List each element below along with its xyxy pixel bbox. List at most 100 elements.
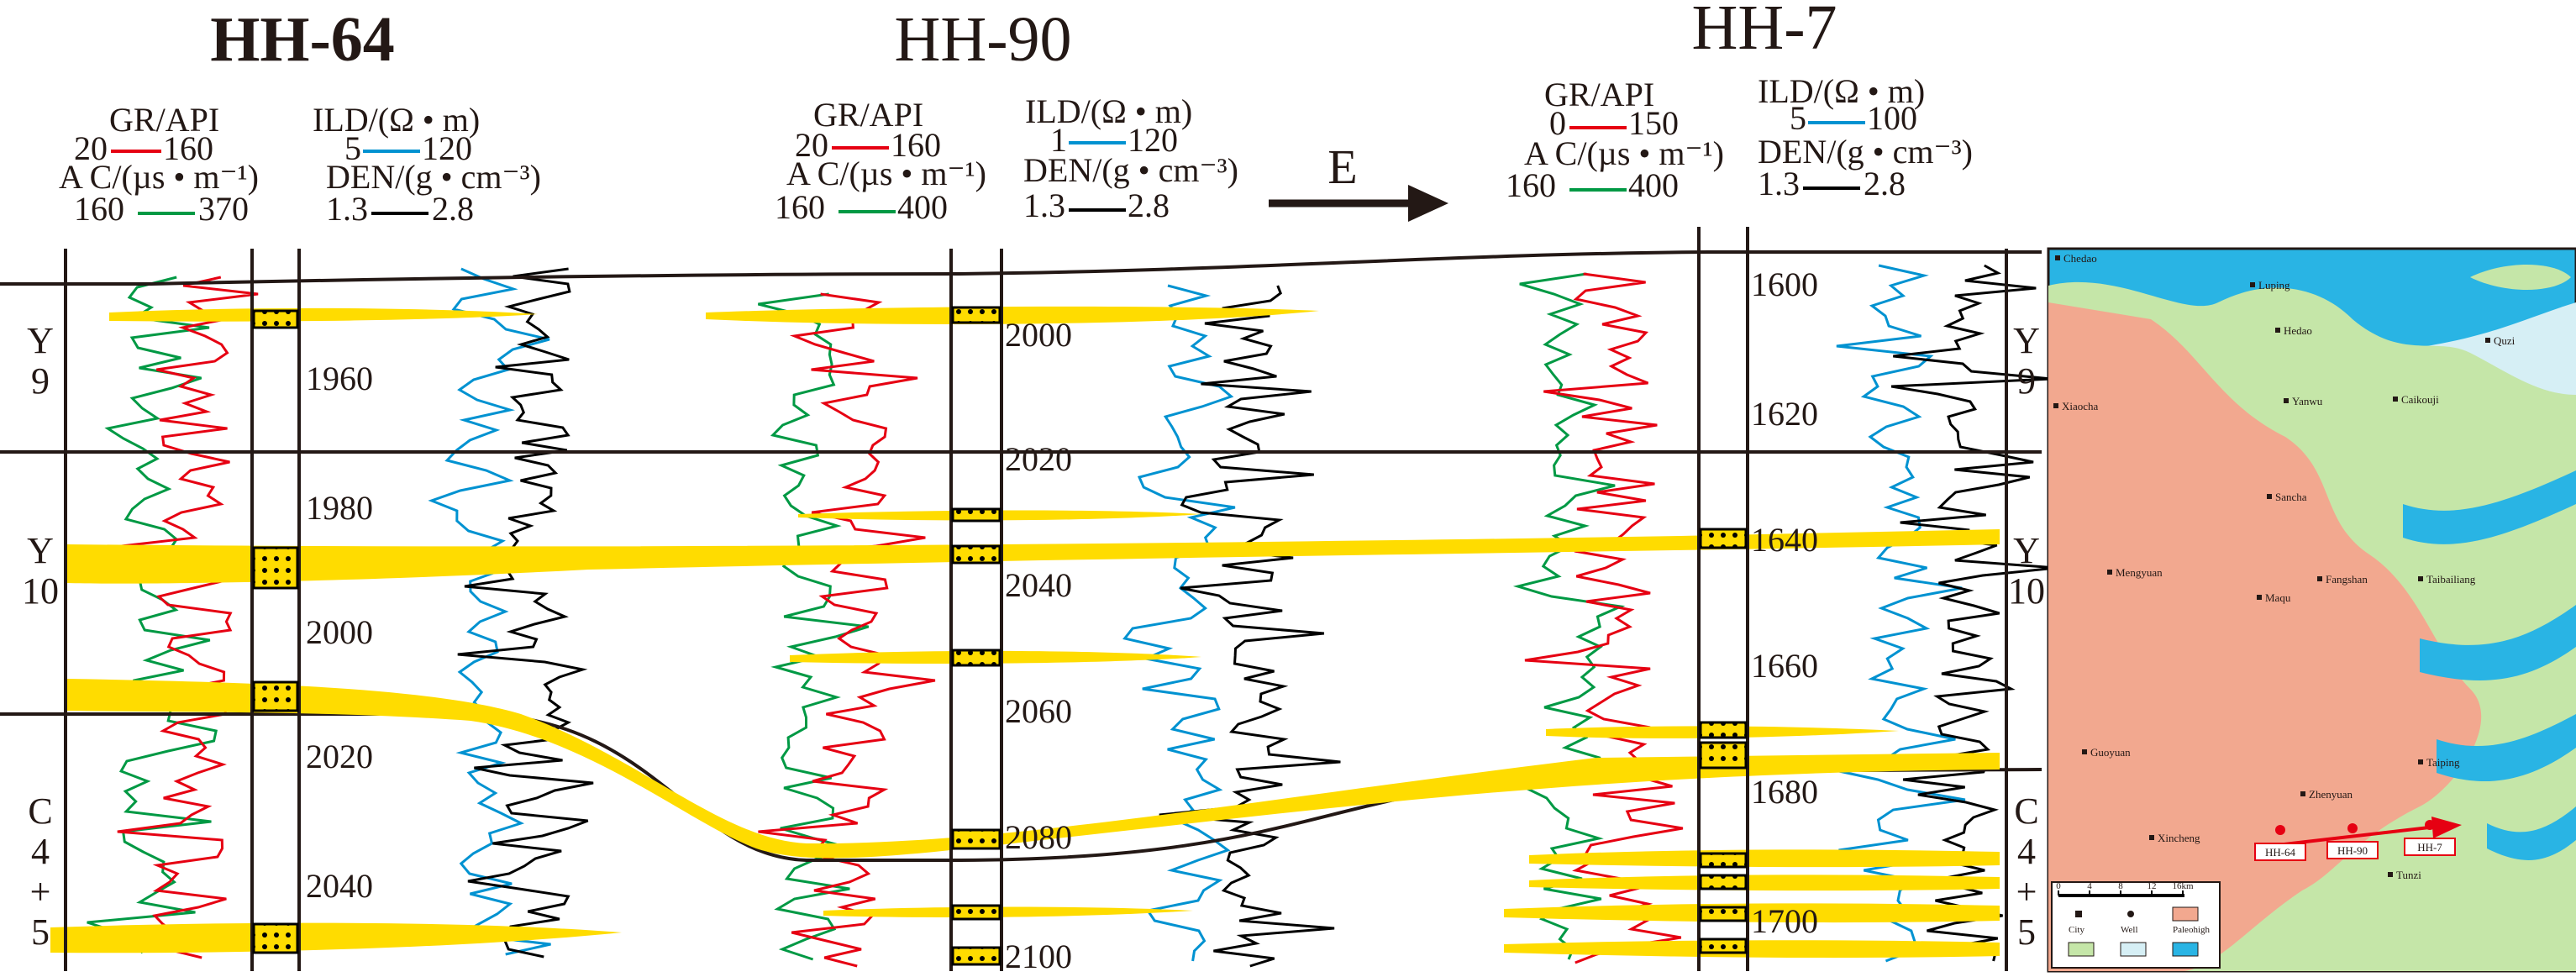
map-city-dot: [2267, 494, 2272, 499]
map-well-dot: [2347, 823, 2358, 833]
ild-min: 5: [1790, 99, 1806, 137]
map-city-dot: [2393, 397, 2398, 402]
legend-well-symbol: [2127, 911, 2134, 917]
well-title-hh7: HH-7: [1691, 0, 1837, 63]
sand-marker: [1699, 741, 1748, 770]
ac-min: 160: [775, 188, 825, 226]
ac-max: 400: [1628, 166, 1679, 204]
map-city-dot: [2053, 403, 2058, 408]
sand-marker: [1699, 721, 1748, 739]
map-place-label: Guoyuan: [2090, 746, 2131, 759]
gr-label: GR/API: [813, 96, 923, 134]
depth-label: 1680: [1751, 773, 1818, 811]
map-arrow-head: [2431, 817, 2462, 838]
depth-label: 2100: [1005, 938, 1072, 975]
sand-marker: [252, 309, 299, 329]
gr-min: 20: [74, 129, 108, 167]
den-curve: [1159, 285, 1341, 968]
map-place-label: Taibailiang: [2426, 573, 2476, 586]
ild-label: ILD/(Ω • m): [1025, 92, 1192, 130]
map-highland: [2048, 302, 2482, 971]
map-city-dot: [2418, 576, 2423, 581]
legend-label: City: [2069, 925, 2084, 935]
depth-label: 2060: [1005, 692, 1072, 730]
map-channel: [2420, 605, 2576, 680]
ild-label: ILD/(Ω • m): [1758, 72, 1925, 110]
gr-curve: [117, 276, 259, 959]
legend-label: Paleohigh: [2173, 925, 2210, 935]
legend-paleohigh-symbol: [2172, 906, 2199, 922]
den-curve: [1890, 264, 2057, 962]
ac-label: A C/(µs • m⁻¹): [59, 158, 259, 196]
depth-label: 2020: [306, 738, 373, 775]
gr-curve: [1524, 272, 1684, 964]
map-well-box: [2254, 843, 2306, 861]
depth-label: 1640: [1751, 521, 1818, 559]
den-label: DEN/(g • cm⁻³): [326, 158, 541, 196]
scale-label: 8: [2118, 881, 2123, 891]
depth-label: 1660: [1751, 647, 1818, 685]
sand-marker: [951, 904, 1001, 921]
map-city-dot: [2250, 282, 2255, 287]
location-map: Chedao Luping Hedao Quzi Xiaocha Yanwu Caikouj…: [2047, 247, 2576, 973]
ild-max: 120: [422, 129, 472, 167]
ac-label: A C/(µs • m⁻¹): [1524, 134, 1724, 172]
map-city-dot: [2055, 255, 2060, 260]
den-max: 2.8: [1128, 186, 1170, 224]
gr-min: 20: [795, 126, 828, 164]
sand-marker: [951, 306, 1001, 324]
ild-curve: [428, 267, 551, 956]
map-well-dot: [2425, 820, 2435, 830]
map-place-label: Luping: [2258, 279, 2290, 292]
map-legend: City Well Paleohigh: [2068, 906, 2210, 957]
map-scale-bar: 0 4 8 12 16km: [2056, 881, 2194, 897]
den-max: 2.8: [1864, 165, 1906, 202]
sand-body: [823, 906, 1193, 917]
ild-max: 120: [1128, 121, 1178, 159]
den-min: 1.3: [1023, 186, 1065, 224]
depth-labels: 1960 1980 2000 2020 2040 2000 2020 2040 …: [306, 265, 1818, 975]
scale-label: 4: [2087, 881, 2092, 891]
depth-label: 1960: [306, 360, 373, 397]
ac-label: A C/(µs • m⁻¹): [786, 155, 986, 192]
scale-label: 12: [2148, 881, 2157, 891]
map-place-label: Mengyuan: [2116, 566, 2163, 579]
legend-label: Well: [2121, 925, 2138, 935]
sand-body: [1529, 875, 2000, 891]
depth-label: 2000: [1005, 316, 1072, 354]
legend-facies-swatch: [2068, 942, 2095, 957]
map-place-label: Sancha: [2275, 491, 2307, 503]
depth-label: 1700: [1751, 902, 1818, 940]
map-well-label: HH-90: [2337, 844, 2368, 857]
depth-label: 2020: [1005, 440, 1072, 478]
map-island: [2470, 265, 2571, 290]
ild-max: 100: [1867, 99, 1917, 137]
gr-max: 160: [891, 126, 941, 164]
sand-marker: [1699, 874, 1748, 890]
well-title-hh64: HH-64: [210, 4, 395, 75]
map-place-label: Tunzi: [2396, 869, 2421, 881]
hh64-header: GR/API 20 160 A C/(µs • m⁻¹) 160 370 ILD…: [59, 101, 541, 228]
map-well-tags: HH-64 HH-90 HH-7: [2254, 820, 2456, 861]
den-min: 1.3: [326, 190, 368, 228]
map-city-dot: [2317, 576, 2322, 581]
zone-label: Y 10: [22, 530, 59, 612]
map-channel: [2437, 714, 2576, 781]
map-city-dot: [2388, 872, 2393, 877]
map-section-line: [2276, 825, 2437, 847]
map-place-label: Caikouji: [2401, 393, 2439, 406]
map-city-dot: [2107, 570, 2112, 575]
map-well-box: [2404, 838, 2456, 856]
map-place-label: Yanwu: [2292, 395, 2323, 407]
depth-label: 2040: [1005, 566, 1072, 604]
sand-marker: [252, 680, 299, 712]
zone-labels-right: Y 9 Y 10 C 4 +5: [2008, 320, 2045, 953]
legend-facies-swatch: [2120, 942, 2147, 957]
sand-marker: [1699, 528, 1748, 549]
sand-body: [1529, 849, 2000, 868]
sand-body: [67, 529, 2000, 584]
scale-label: 0: [2056, 881, 2061, 891]
sand-marker: [1699, 852, 1748, 869]
